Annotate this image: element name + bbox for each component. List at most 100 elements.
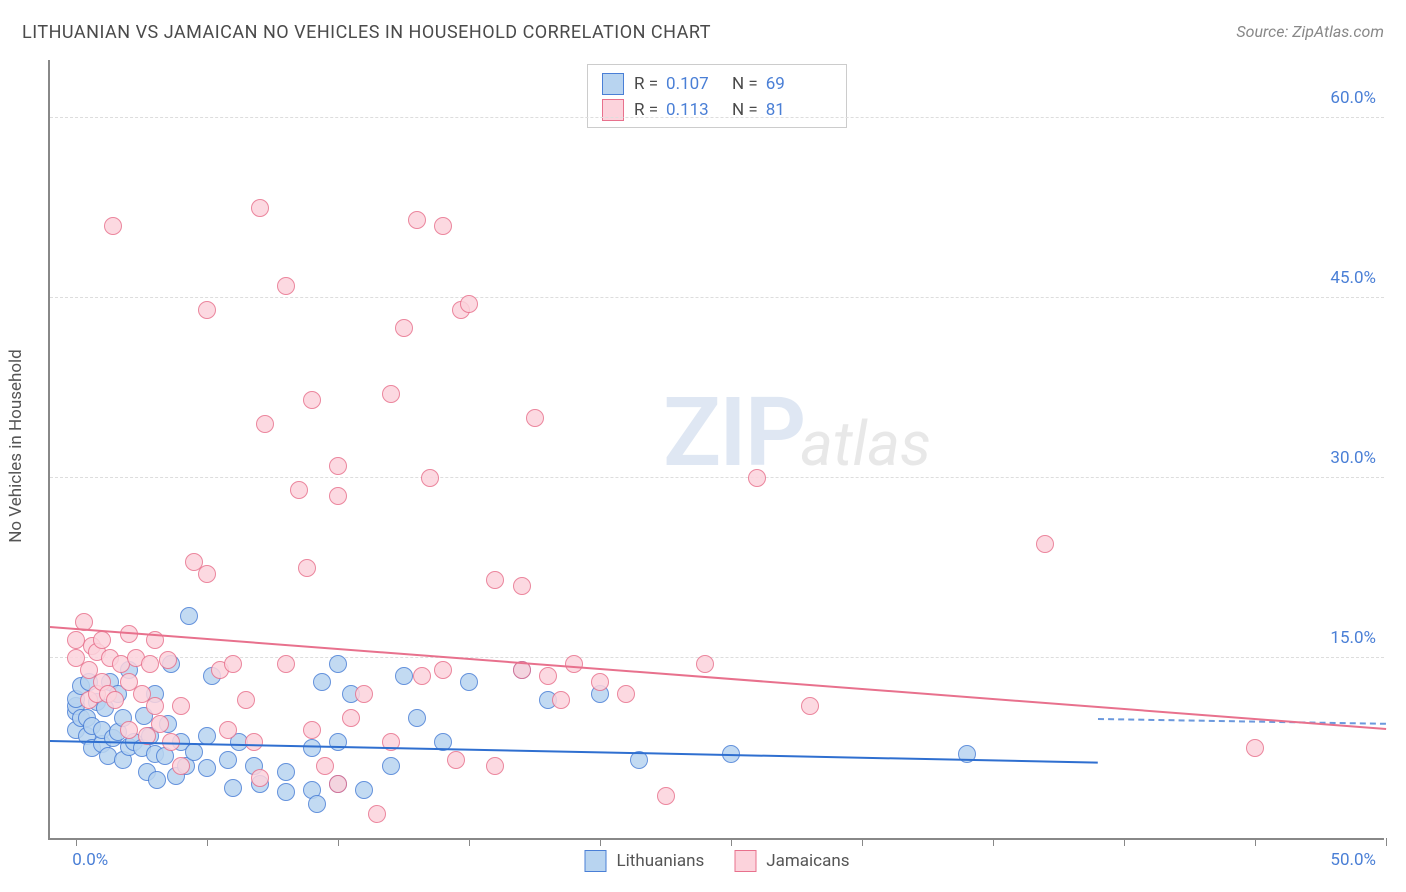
scatter-point-jamaicans — [106, 691, 124, 709]
scatter-point-jamaicans — [224, 655, 242, 673]
scatter-point-jamaicans — [298, 559, 316, 577]
scatter-point-jamaicans — [801, 697, 819, 715]
x-tick-label: 0.0% — [72, 850, 108, 870]
legend-swatch — [734, 850, 756, 872]
scatter-point-jamaicans — [172, 697, 190, 715]
x-tick — [862, 838, 863, 846]
scatter-point-jamaicans — [1036, 535, 1054, 553]
scatter-point-jamaicans — [342, 709, 360, 727]
zipatlas-watermark: ZIP atlas — [663, 377, 931, 489]
x-tick-label: 50.0% — [1330, 850, 1376, 870]
scatter-point-jamaicans — [591, 673, 609, 691]
scatter-point-lithuanians — [303, 739, 321, 757]
watermark-atlas: atlas — [800, 408, 931, 481]
scatter-point-jamaicans — [256, 415, 274, 433]
scatter-point-jamaicans — [277, 655, 295, 673]
scatter-point-lithuanians — [180, 607, 198, 625]
scatter-point-jamaicans — [329, 487, 347, 505]
scatter-point-lithuanians — [185, 743, 203, 761]
x-tick — [1124, 838, 1125, 846]
legend-swatch — [602, 73, 624, 95]
scatter-point-jamaicans — [251, 199, 269, 217]
correlation-legend: R =0.107 N =69 R =0.113 N =81 — [587, 64, 847, 128]
scatter-point-jamaicans — [421, 469, 439, 487]
scatter-point-jamaicans — [486, 757, 504, 775]
scatter-point-jamaicans — [355, 685, 373, 703]
scatter-point-jamaicans — [434, 661, 452, 679]
scatter-point-jamaicans — [460, 295, 478, 313]
x-tick — [600, 838, 601, 846]
scatter-point-lithuanians — [313, 673, 331, 691]
scatter-point-jamaicans — [617, 685, 635, 703]
gridline — [50, 657, 1384, 658]
scatter-point-jamaicans — [146, 697, 164, 715]
scatter-point-jamaicans — [251, 769, 269, 787]
scatter-point-jamaicans — [368, 805, 386, 823]
series-legend: Lithuanians Jamaicans — [585, 850, 850, 872]
scatter-point-lithuanians — [308, 795, 326, 813]
trend-line — [50, 626, 1386, 730]
scatter-point-jamaicans — [1246, 739, 1264, 757]
scatter-point-jamaicans — [329, 457, 347, 475]
scatter-point-lithuanians — [329, 655, 347, 673]
scatter-point-jamaicans — [748, 469, 766, 487]
scatter-point-lithuanians — [198, 759, 216, 777]
scatter-point-jamaicans — [513, 577, 531, 595]
scatter-point-lithuanians — [329, 733, 347, 751]
scatter-point-jamaicans — [565, 655, 583, 673]
x-tick — [731, 838, 732, 846]
scatter-point-jamaicans — [539, 667, 557, 685]
scatter-point-jamaicans — [413, 667, 431, 685]
legend-row-lithuanians: R =0.107 N =69 — [602, 71, 832, 97]
y-tick-label: 15.0% — [1330, 628, 1376, 648]
scatter-point-jamaicans — [198, 301, 216, 319]
watermark-zip: ZIP — [663, 377, 804, 489]
scatter-point-lithuanians — [408, 709, 426, 727]
y-tick-label: 45.0% — [1330, 268, 1376, 288]
x-tick — [469, 838, 470, 846]
chart-plot-area: ZIP atlas R =0.107 N =69 R =0.113 N =81 … — [48, 60, 1384, 840]
scatter-point-lithuanians — [355, 781, 373, 799]
legend-label: Jamaicans — [766, 851, 849, 871]
scatter-point-lithuanians — [382, 757, 400, 775]
legend-item-lithuanians: Lithuanians — [585, 850, 705, 872]
legend-swatch — [585, 850, 607, 872]
scatter-point-jamaicans — [486, 571, 504, 589]
scatter-point-jamaicans — [245, 733, 263, 751]
scatter-point-jamaicans — [447, 751, 465, 769]
legend-label: Lithuanians — [617, 851, 705, 871]
scatter-point-jamaicans — [219, 721, 237, 739]
scatter-point-jamaicans — [526, 409, 544, 427]
gridline — [50, 297, 1384, 298]
scatter-point-jamaicans — [657, 787, 675, 805]
scatter-point-jamaicans — [303, 721, 321, 739]
scatter-point-jamaicans — [552, 691, 570, 709]
scatter-point-lithuanians — [277, 783, 295, 801]
source-attribution: Source: ZipAtlas.com — [1236, 22, 1384, 41]
scatter-point-lithuanians — [148, 771, 166, 789]
scatter-point-jamaicans — [434, 217, 452, 235]
x-tick — [993, 838, 994, 846]
scatter-point-jamaicans — [696, 655, 714, 673]
gridline — [50, 117, 1384, 118]
scatter-point-jamaicans — [151, 715, 169, 733]
scatter-point-jamaicans — [316, 757, 334, 775]
scatter-point-jamaicans — [408, 211, 426, 229]
gridline — [50, 477, 1384, 478]
scatter-point-jamaicans — [290, 481, 308, 499]
scatter-point-jamaicans — [141, 655, 159, 673]
scatter-point-jamaicans — [382, 385, 400, 403]
x-tick — [76, 838, 77, 846]
scatter-point-jamaicans — [303, 391, 321, 409]
scatter-point-jamaicans — [159, 651, 177, 669]
scatter-point-jamaicans — [104, 217, 122, 235]
x-tick — [1255, 838, 1256, 846]
scatter-point-jamaicans — [277, 277, 295, 295]
scatter-point-lithuanians — [277, 763, 295, 781]
scatter-point-jamaicans — [172, 757, 190, 775]
y-tick-label: 60.0% — [1330, 88, 1376, 108]
scatter-point-jamaicans — [329, 775, 347, 793]
scatter-point-lithuanians — [460, 673, 478, 691]
scatter-point-lithuanians — [219, 751, 237, 769]
chart-title: LITHUANIAN VS JAMAICAN NO VEHICLES IN HO… — [22, 22, 711, 43]
